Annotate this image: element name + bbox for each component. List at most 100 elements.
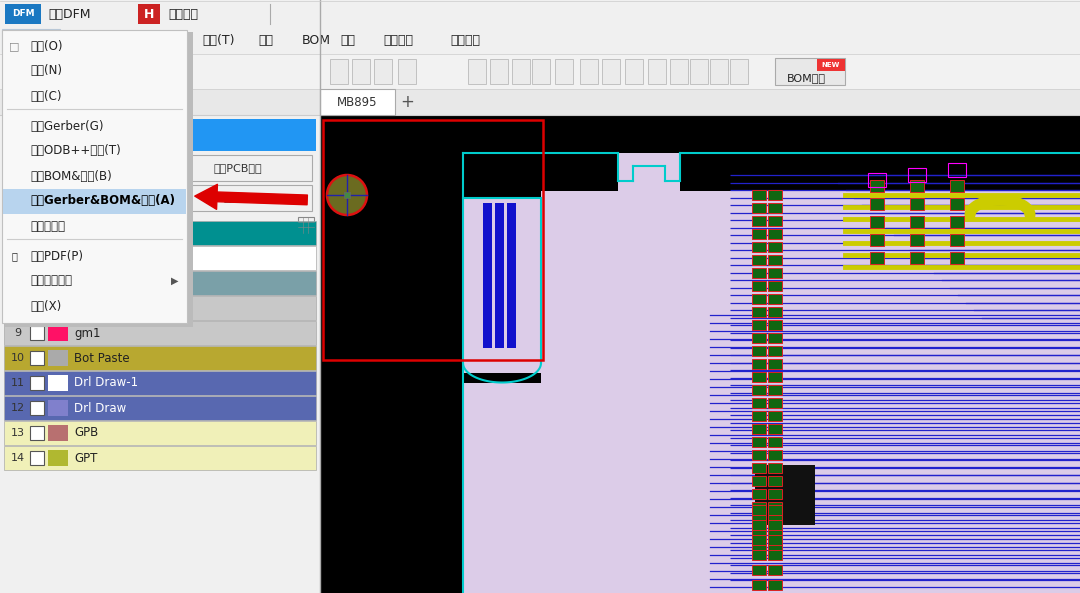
Text: 文件(F): 文件(F) [6, 34, 38, 47]
Text: 工具(T): 工具(T) [202, 34, 234, 47]
Bar [870, 198, 885, 210]
Bar [580, 59, 598, 84]
Bar [870, 216, 885, 228]
Bar [320, 89, 395, 115]
Bar [4, 396, 316, 420]
Bar [323, 120, 543, 360]
Bar [2, 29, 60, 52]
Bar [507, 203, 516, 348]
Bar [752, 580, 766, 590]
Bar [752, 216, 766, 226]
Text: +: + [400, 93, 414, 111]
Text: 导出ODB++文件(T): 导出ODB++文件(T) [30, 145, 121, 158]
Bar [768, 333, 782, 343]
Text: 输出装配图: 输出装配图 [30, 219, 65, 232]
Text: 关闭(C): 关闭(C) [30, 90, 62, 103]
Text: 操作: 操作 [158, 34, 173, 47]
Text: 退出(X): 退出(X) [30, 299, 62, 313]
Bar [752, 281, 766, 291]
Text: 管理: 管理 [224, 193, 237, 203]
Bar [768, 528, 782, 538]
Bar [345, 192, 350, 198]
Text: GPB: GPB [75, 426, 98, 439]
Text: BOM分析: BOM分析 [786, 73, 825, 83]
Bar [752, 505, 766, 515]
Bar [463, 198, 541, 373]
Bar [870, 234, 885, 246]
Bar [816, 59, 845, 71]
Text: Outline: Outline [75, 301, 117, 314]
Bar [30, 426, 44, 440]
Bar [768, 229, 782, 239]
Bar [752, 307, 766, 317]
Text: 11: 11 [11, 378, 25, 388]
Bar [752, 359, 766, 369]
Bar [768, 520, 782, 530]
Bar [752, 489, 766, 499]
Bar [752, 320, 766, 330]
Bar [48, 350, 68, 366]
Bar [768, 463, 782, 473]
Bar [30, 451, 44, 465]
Bar [30, 376, 44, 390]
Bar [752, 520, 766, 530]
Text: 🔒: 🔒 [11, 251, 17, 261]
Text: Drl: Drl [75, 276, 92, 289]
Bar [4, 446, 316, 470]
Text: 工艺参数: 工艺参数 [450, 34, 480, 47]
Bar [48, 450, 68, 466]
Bar [950, 234, 964, 246]
Bar [48, 225, 68, 241]
Bar [768, 515, 782, 525]
Bar [555, 59, 573, 84]
Bar [752, 541, 766, 551]
Bar [158, 155, 312, 181]
Bar [768, 411, 782, 421]
Bar [752, 242, 766, 252]
Bar [752, 255, 766, 265]
Bar [512, 59, 530, 84]
Bar [30, 251, 44, 265]
Bar [768, 580, 782, 590]
Bar [768, 346, 782, 356]
Bar [690, 59, 708, 84]
Bar [2, 30, 187, 323]
Text: DFM: DFM [12, 9, 35, 18]
Bar [768, 216, 782, 226]
Text: gm1: gm1 [75, 327, 100, 340]
Text: H: H [144, 8, 154, 21]
Bar [752, 502, 766, 512]
Bar [768, 541, 782, 551]
Bar [752, 535, 766, 545]
Bar [0, 54, 1080, 89]
Bar [768, 535, 782, 545]
Bar [752, 515, 766, 525]
Bar [752, 268, 766, 278]
Bar [752, 528, 766, 538]
Bar [374, 59, 392, 84]
Text: 新建(N): 新建(N) [30, 65, 62, 78]
Text: 9: 9 [14, 328, 22, 338]
Bar [752, 450, 766, 460]
Bar [648, 59, 666, 84]
Text: 导出BOM&坐标(B): 导出BOM&坐标(B) [30, 170, 111, 183]
Bar [352, 59, 370, 84]
Text: GPT: GPT [75, 451, 97, 464]
Bar [5, 32, 193, 327]
Bar [4, 371, 316, 395]
Text: 14: 14 [11, 453, 25, 463]
Text: □: □ [9, 41, 19, 51]
Bar [910, 198, 924, 210]
Bar [710, 59, 728, 84]
Bar [48, 300, 68, 316]
Bar [950, 216, 964, 228]
Bar [0, 28, 1080, 54]
Bar [752, 550, 766, 560]
Bar [752, 398, 766, 408]
Text: Drl Draw-1: Drl Draw-1 [75, 377, 138, 390]
Bar [752, 565, 766, 575]
Bar [4, 296, 316, 320]
Bar [950, 198, 964, 210]
FancyArrowPatch shape [194, 184, 308, 209]
Bar [495, 203, 504, 348]
